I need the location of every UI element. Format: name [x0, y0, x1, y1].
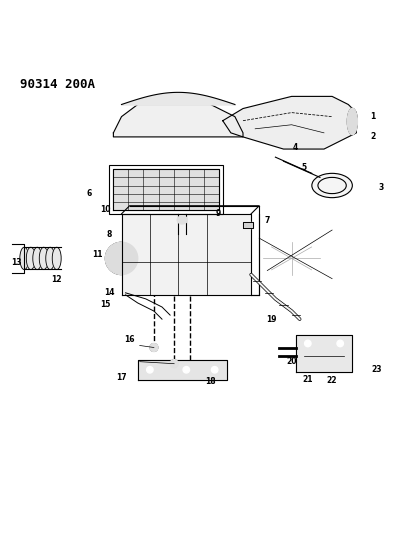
Polygon shape: [113, 104, 243, 137]
Text: 3: 3: [378, 183, 383, 192]
Text: 15: 15: [100, 301, 111, 310]
Text: 8: 8: [107, 230, 112, 239]
Polygon shape: [223, 96, 356, 149]
Ellipse shape: [46, 247, 55, 270]
Text: 10: 10: [100, 205, 111, 214]
Text: 17: 17: [116, 374, 127, 382]
Text: 16: 16: [124, 335, 135, 344]
Bar: [122, 214, 251, 295]
Text: 14: 14: [104, 288, 115, 297]
Bar: [138, 360, 227, 380]
Ellipse shape: [177, 216, 187, 224]
Circle shape: [305, 340, 311, 346]
Bar: [113, 169, 219, 210]
Text: 18: 18: [205, 377, 216, 386]
Text: 22: 22: [327, 376, 337, 385]
Text: 12: 12: [51, 276, 62, 285]
Circle shape: [170, 360, 178, 368]
Bar: [243, 222, 253, 228]
Circle shape: [150, 343, 158, 352]
Ellipse shape: [33, 247, 42, 270]
Ellipse shape: [52, 247, 61, 270]
Ellipse shape: [39, 247, 48, 270]
Circle shape: [105, 242, 138, 274]
Circle shape: [147, 367, 153, 373]
Ellipse shape: [20, 247, 29, 270]
Text: 2: 2: [370, 132, 375, 141]
Text: 23: 23: [371, 365, 382, 374]
Text: 6: 6: [87, 189, 92, 198]
Ellipse shape: [312, 173, 352, 198]
Text: 20: 20: [286, 357, 297, 366]
Ellipse shape: [347, 108, 358, 135]
Text: 5: 5: [301, 163, 306, 172]
Text: 11: 11: [92, 250, 102, 259]
Text: 21: 21: [303, 375, 313, 384]
Text: 90314 200A: 90314 200A: [20, 78, 95, 91]
Text: 1: 1: [370, 112, 375, 121]
Circle shape: [183, 367, 190, 373]
Text: 13: 13: [11, 258, 21, 267]
Text: 9: 9: [216, 208, 221, 217]
Bar: [109, 165, 223, 214]
Text: 19: 19: [266, 314, 277, 324]
Ellipse shape: [26, 247, 35, 270]
Bar: [296, 335, 352, 372]
Circle shape: [211, 367, 218, 373]
Text: 4: 4: [293, 142, 298, 151]
Text: 7: 7: [264, 216, 270, 225]
Circle shape: [337, 340, 343, 346]
